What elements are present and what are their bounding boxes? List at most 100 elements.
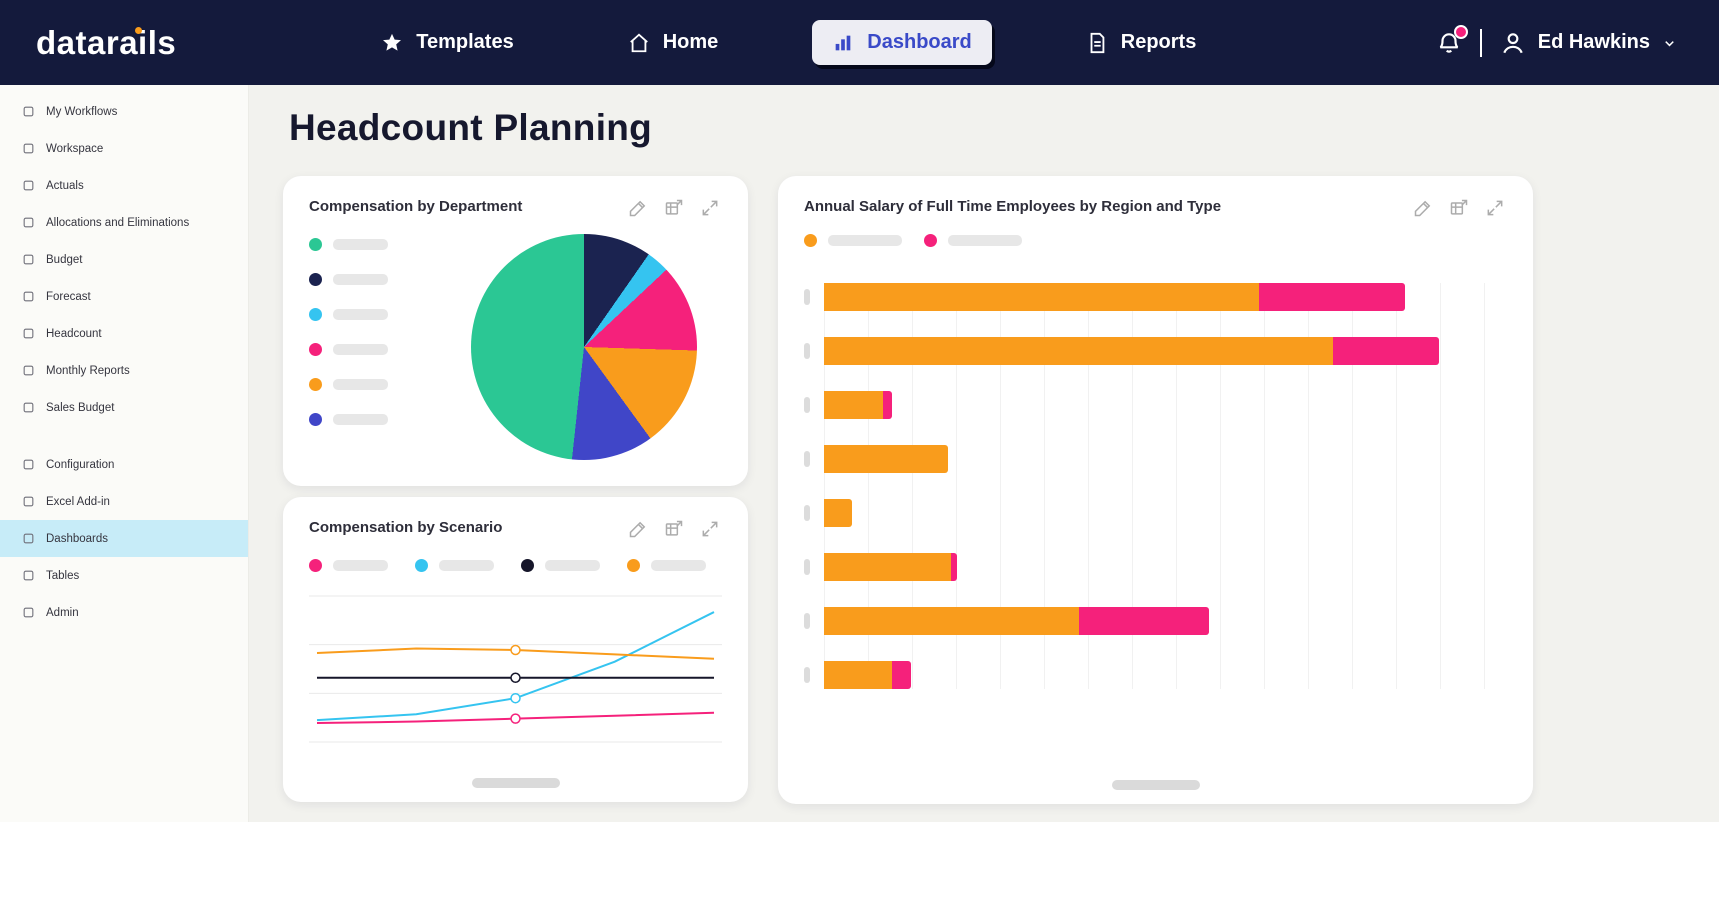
- sidebar-item-dashboards[interactable]: Dashboards: [0, 520, 248, 557]
- legend-item-orange: [804, 234, 902, 247]
- category-tick: [804, 559, 810, 575]
- sidebar-item-label: Sales Budget: [46, 401, 115, 414]
- legend-label-placeholder: [333, 414, 388, 425]
- card-actions: [1413, 198, 1507, 220]
- nav-item-label: Templates: [416, 31, 514, 53]
- bar-track: [824, 499, 1507, 527]
- notification-badge: [1453, 24, 1468, 39]
- bar-track: [824, 661, 1507, 689]
- legend-item-pink: [309, 559, 388, 572]
- export-icon[interactable]: [664, 198, 686, 220]
- legend-item: [309, 308, 388, 321]
- edit-icon[interactable]: [628, 198, 650, 220]
- legend-item: [309, 238, 388, 251]
- bar-segment-pink: [1078, 607, 1209, 635]
- expand-icon[interactable]: [1485, 198, 1507, 220]
- bar-track: [824, 391, 1507, 419]
- sidebar-item-admin[interactable]: Admin: [0, 594, 248, 631]
- edit-icon[interactable]: [628, 519, 650, 541]
- user-menu[interactable]: Ed Hawkins: [1500, 30, 1677, 56]
- expand-icon[interactable]: [700, 198, 722, 220]
- legend-label-placeholder: [333, 560, 388, 571]
- sidebar-item-actuals[interactable]: Actuals: [0, 167, 248, 204]
- legend-item: [309, 378, 388, 391]
- category-tick: [804, 343, 810, 359]
- bar-segment-orange: [824, 553, 952, 581]
- legend-label-placeholder: [333, 344, 388, 355]
- sidebar-item-label: Budget: [46, 253, 83, 266]
- card-annual-salary-by-region-and-type: Annual Salary of Full Time Employees by …: [778, 176, 1533, 804]
- sidebar-item-headcount[interactable]: Headcount: [0, 315, 248, 352]
- sidebar-item-tables[interactable]: Tables: [0, 557, 248, 594]
- allocations-and-eliminations-icon: [22, 216, 35, 229]
- expand-icon[interactable]: [700, 519, 722, 541]
- bar-row: [804, 607, 1507, 635]
- legend-swatch: [309, 559, 322, 572]
- legend-item-orange: [627, 559, 706, 572]
- legend-swatch: [521, 559, 534, 572]
- sidebar-item-monthly-reports[interactable]: Monthly Reports: [0, 352, 248, 389]
- nav-item-label: Home: [662, 31, 719, 53]
- bar-row: [804, 337, 1507, 365]
- page-title: Headcount Planning: [289, 107, 653, 148]
- legend-swatch: [924, 234, 937, 247]
- tables-icon: [22, 569, 35, 582]
- sidebar-item-workspace[interactable]: Workspace: [0, 130, 248, 167]
- sidebar-item-label: Headcount: [46, 327, 102, 340]
- sidebar-group-divider: [0, 426, 248, 446]
- sidebar-item-my-workflows[interactable]: My Workflows: [0, 93, 248, 130]
- main-nav: Templates Home Dashboard Reports: [361, 20, 1216, 65]
- scenario-legend: [309, 559, 722, 572]
- nav-item-home[interactable]: Home: [608, 20, 739, 65]
- sidebar-item-allocations-and-eliminations[interactable]: Allocations and Eliminations: [0, 204, 248, 241]
- nav-item-reports[interactable]: Reports: [1066, 20, 1217, 65]
- scrollbar-pill[interactable]: [1111, 780, 1200, 790]
- nav-item-label: Dashboard: [867, 31, 972, 53]
- sidebar-item-sales-budget[interactable]: Sales Budget: [0, 389, 248, 426]
- scrollbar-pill[interactable]: [471, 778, 560, 788]
- excel-add-in-icon: [22, 495, 35, 508]
- dashboards-icon: [22, 532, 35, 545]
- legend-swatch: [627, 559, 640, 572]
- bar-segment-orange: [824, 661, 893, 689]
- sidebar-item-excel-add-in[interactable]: Excel Add-in: [0, 483, 248, 520]
- bar-chart: [804, 283, 1507, 689]
- bar-row: [804, 283, 1507, 311]
- bar-segment-orange: [824, 337, 1334, 365]
- notifications-button[interactable]: [1436, 24, 1468, 56]
- card-title: Compensation by Department: [309, 198, 523, 215]
- card-title: Annual Salary of Full Time Employees by …: [804, 198, 1222, 215]
- user-name: Ed Hawkins: [1537, 31, 1650, 53]
- edit-icon[interactable]: [1413, 198, 1435, 220]
- star-icon: [381, 32, 403, 54]
- sidebar-item-label: Actuals: [46, 179, 84, 192]
- card-compensation-by-department: Compensation by Department: [283, 176, 748, 486]
- sidebar-item-forecast[interactable]: Forecast: [0, 278, 248, 315]
- nav-right-cluster: Ed Hawkins: [1436, 24, 1677, 57]
- sidebar-item-label: Workspace: [46, 142, 104, 155]
- sidebar-item-configuration[interactable]: Configuration: [0, 446, 248, 483]
- datarails-logo[interactable]: datarails: [36, 23, 177, 61]
- bar-segment-orange: [824, 499, 852, 527]
- export-icon[interactable]: [664, 519, 686, 541]
- workspace-icon: [22, 142, 35, 155]
- bar-segment-pink: [951, 553, 958, 581]
- sidebar-item-budget[interactable]: Budget: [0, 241, 248, 278]
- legend-item-cyan: [415, 559, 494, 572]
- nav-item-templates[interactable]: Templates: [361, 20, 533, 65]
- export-icon[interactable]: [1449, 198, 1471, 220]
- main-content: Headcount Planning Compensation by Depar…: [249, 85, 1719, 822]
- legend-item-pink: [924, 234, 1022, 247]
- category-tick: [804, 667, 810, 683]
- bar-track: [824, 445, 1507, 473]
- configuration-icon: [22, 458, 35, 471]
- nav-item-dashboard[interactable]: Dashboard: [812, 20, 992, 65]
- bar-row: [804, 391, 1507, 419]
- legend-item: [309, 273, 388, 286]
- sidebar-item-label: Tables: [46, 569, 80, 582]
- admin-icon: [22, 606, 35, 619]
- user-icon: [1500, 30, 1526, 56]
- category-tick: [804, 451, 810, 467]
- sidebar-item-label: Excel Add-in: [46, 495, 110, 508]
